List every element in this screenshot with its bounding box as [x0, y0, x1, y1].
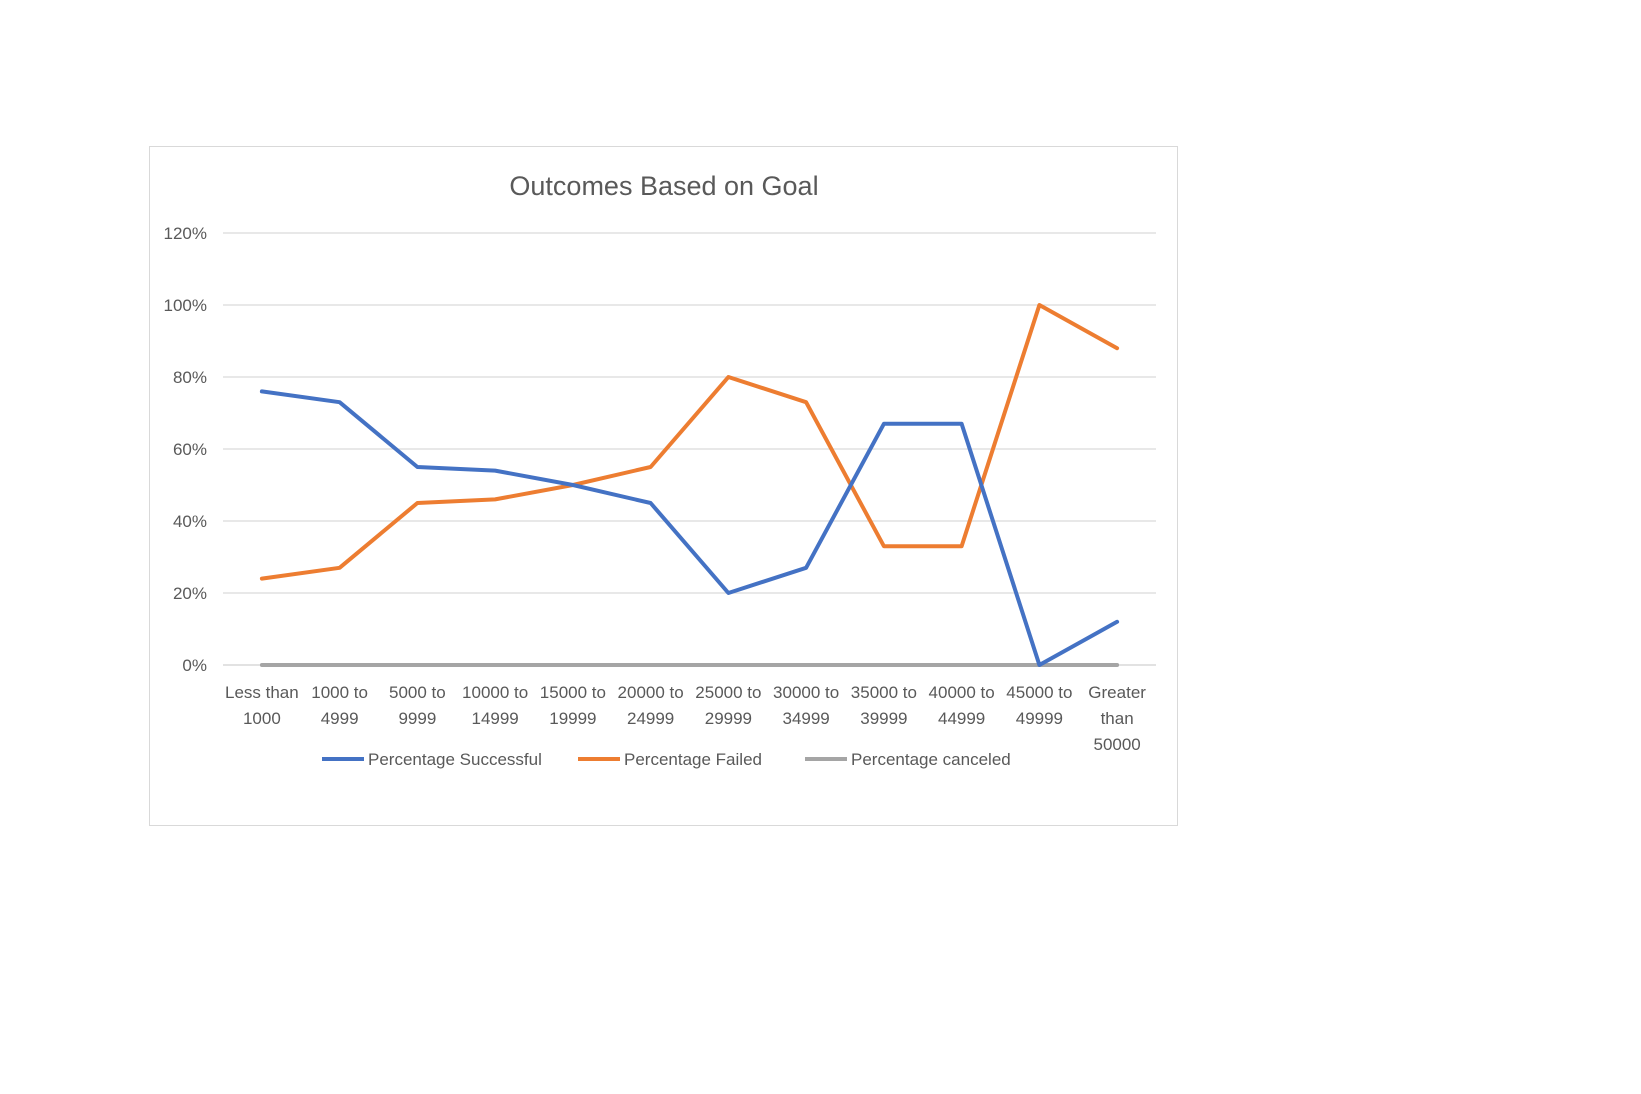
y-tick-label: 40% [173, 512, 207, 531]
x-tick-label: 20000 to 24999 [618, 683, 684, 728]
x-tick-label: 5000 to 9999 [389, 683, 446, 728]
x-axis-labels: Less than 1000 1000 to 4999 5000 to 9999 10000… [225, 683, 1146, 754]
legend-label: Percentage Successful [368, 750, 542, 769]
series-lines [259, 303, 1120, 667]
x-tick-label: 30000 to 34999 [773, 683, 839, 728]
legend-label: Percentage Failed [624, 750, 762, 769]
y-tick-label: 100% [164, 296, 207, 315]
x-tick-label: Greater than 50000 [1088, 683, 1146, 754]
x-tick-label: 15000 to 19999 [540, 683, 606, 728]
y-tick-label: 60% [173, 440, 207, 459]
x-tick-label: Less than 1000 [225, 683, 299, 728]
legend-label: Percentage canceled [851, 750, 1011, 769]
y-tick-label: 0% [182, 656, 207, 675]
x-tick-label: 1000 to 4999 [311, 683, 368, 728]
y-tick-label: 120% [164, 224, 207, 243]
series-line-1 [259, 303, 1120, 581]
x-tick-label: 35000 to 39999 [851, 683, 917, 728]
x-tick-label: 45000 to 49999 [1006, 683, 1072, 728]
y-tick-label: 80% [173, 368, 207, 387]
gridlines [223, 232, 1156, 666]
x-tick-label: 25000 to 29999 [695, 683, 761, 728]
series-line-0 [259, 389, 1120, 667]
y-axis-labels: 0% 20% 40% 60% 80% 100% 120% [164, 224, 207, 675]
line-chart: Outcomes Based on Goal 0% 20% 40% 60% 80% 100… [164, 171, 1156, 769]
chart-title: Outcomes Based on Goal [509, 171, 818, 201]
chart-frame: Outcomes Based on Goal 0% 20% 40% 60% 80% 100… [149, 146, 1178, 826]
x-tick-label: 40000 to 44999 [929, 683, 995, 728]
y-tick-label: 20% [173, 584, 207, 603]
x-tick-label: 10000 to 14999 [462, 683, 528, 728]
legend: Percentage Successful Percentage Failed Pe… [322, 750, 1011, 769]
